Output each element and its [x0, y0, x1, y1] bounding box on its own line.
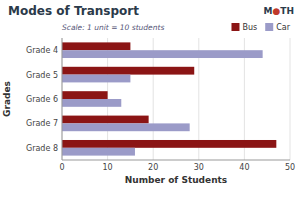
chart: Modes of Transport Scale: 1 unit = 10 stu…: [0, 0, 300, 197]
y-axis-label: Grades: [2, 81, 12, 117]
bar: [62, 116, 149, 124]
x-tick-label: 10: [103, 163, 113, 172]
bar: [62, 42, 130, 50]
grid-line: [290, 38, 291, 160]
logo-text: M: [264, 6, 273, 16]
x-tick-label: 0: [59, 163, 64, 172]
legend-label: Bus: [242, 23, 257, 32]
bar: [62, 123, 190, 131]
title: Modes of Transport: [8, 4, 139, 18]
x-axis-label: Number of Students: [125, 175, 227, 185]
bar: [62, 140, 276, 148]
grid: [62, 38, 290, 160]
y-axis: [62, 38, 63, 160]
legend-swatch: [265, 23, 273, 31]
bar: [62, 148, 135, 156]
category-label: Grade 7: [26, 119, 58, 128]
bar: [62, 75, 130, 83]
x-tick-label: 40: [239, 163, 249, 172]
x-tick-label: 30: [194, 163, 204, 172]
grid-line: [62, 38, 63, 160]
legend-label: Car: [276, 23, 290, 32]
category-label: Grade 8: [26, 144, 58, 153]
bars: [62, 42, 276, 155]
category-label: Grade 4: [26, 46, 58, 55]
scale-note: Scale: 1 unit = 10 students: [62, 23, 164, 32]
category-label: Grade 5: [26, 71, 58, 80]
x-tick-label: 20: [148, 163, 158, 172]
bar: [62, 99, 121, 107]
bar: [62, 67, 194, 75]
logo-text: TH: [280, 6, 294, 16]
legend: Car Bus: [231, 23, 290, 32]
x-axis: [62, 160, 290, 161]
bar: [62, 50, 263, 58]
bar: [62, 91, 108, 99]
x-tick-label: 50: [285, 163, 295, 172]
logo-text: ●: [272, 6, 280, 16]
category-label: Grade 6: [26, 95, 58, 104]
legend-swatch: [231, 23, 239, 31]
